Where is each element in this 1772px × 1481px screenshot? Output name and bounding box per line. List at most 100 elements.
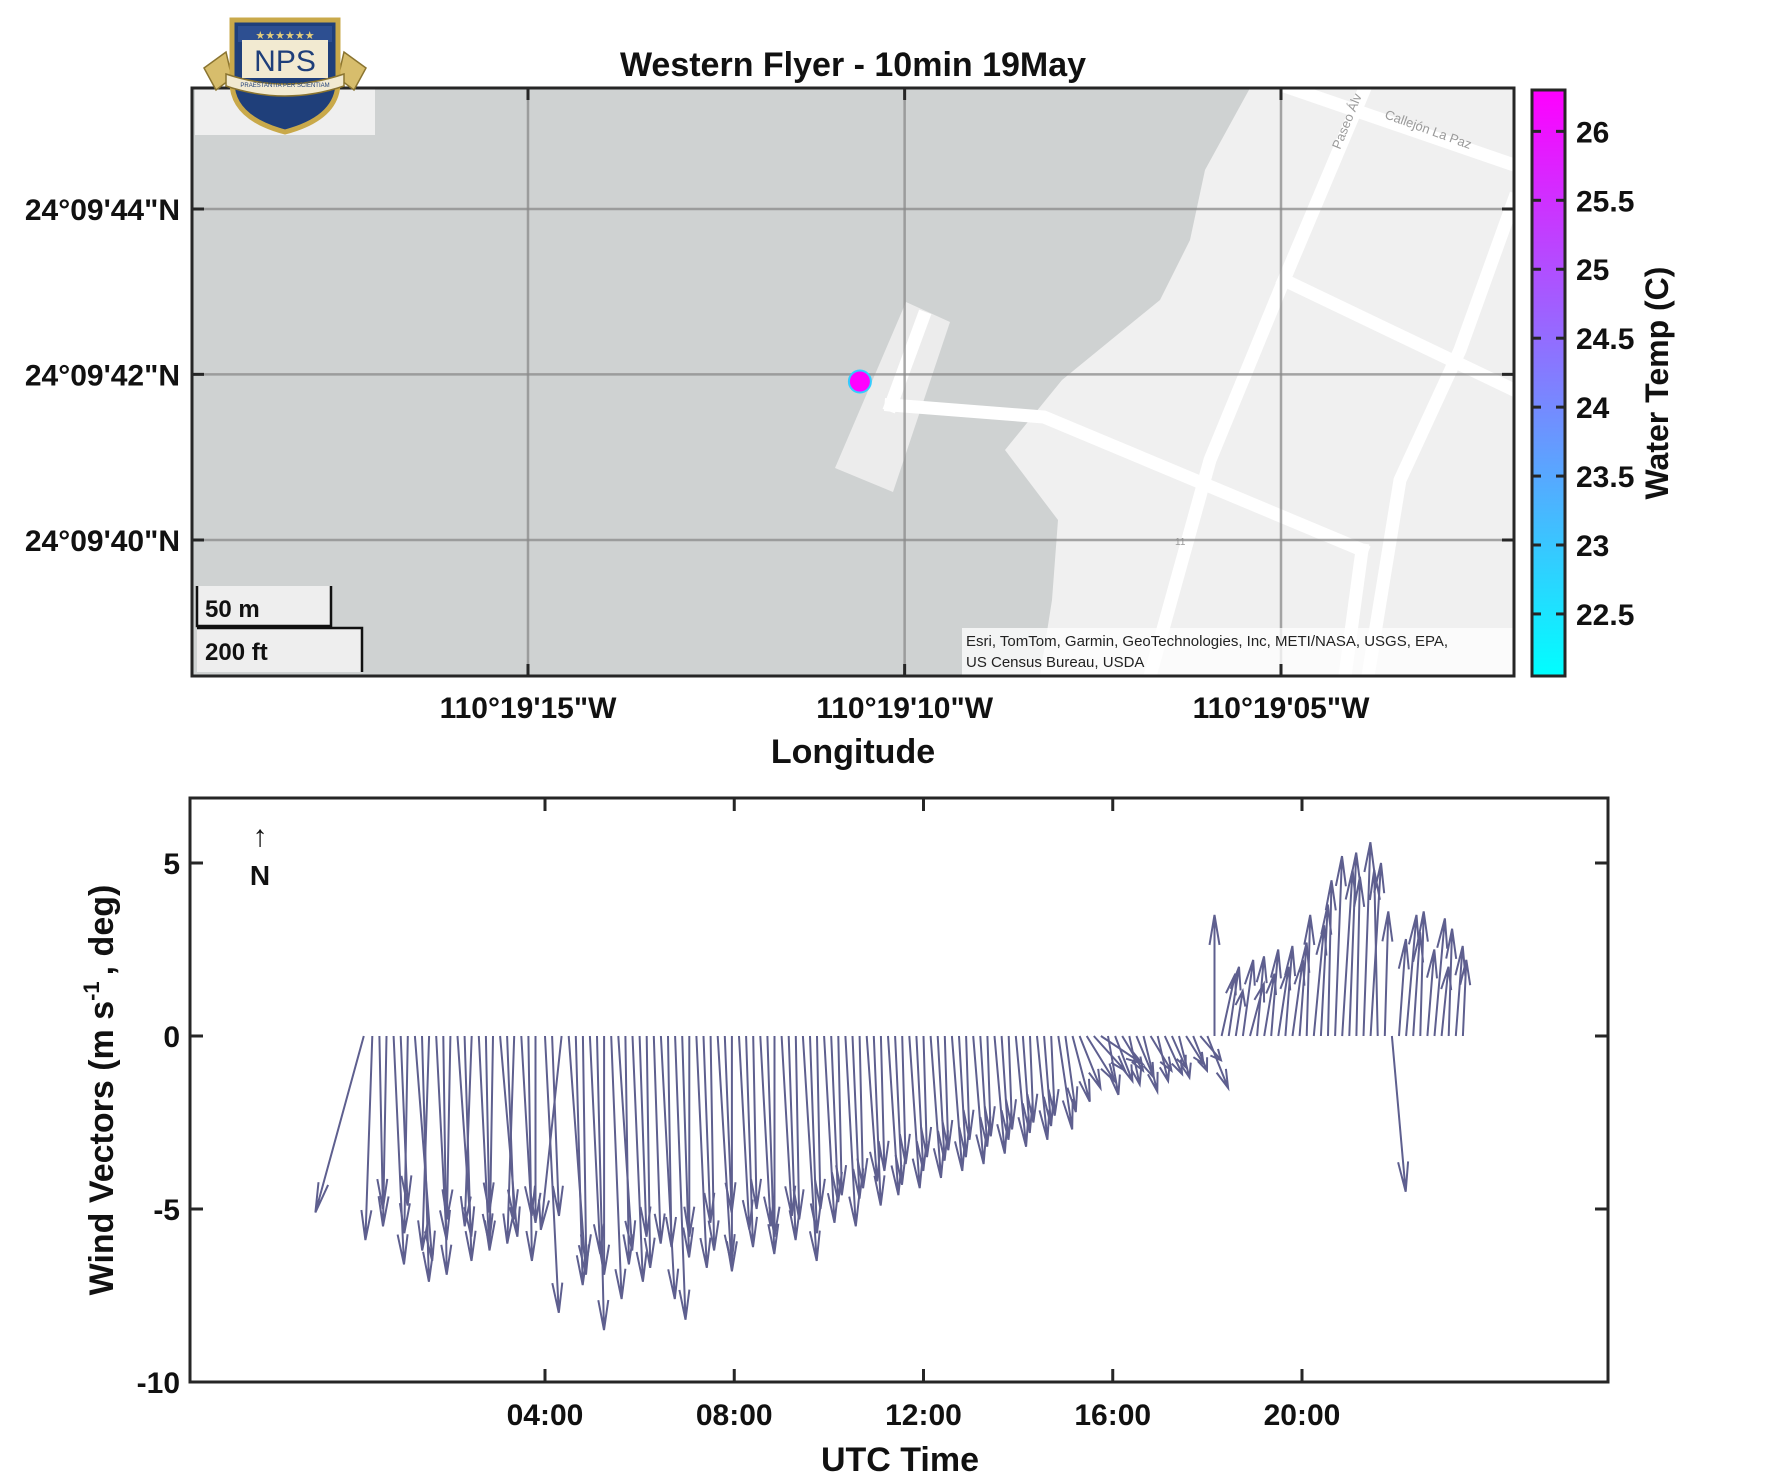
longitude-tick-labels: 110°19'15"W 110°19'10"W 110°19'05"W bbox=[440, 692, 1370, 725]
y-axis-label-sup: -1 bbox=[79, 981, 104, 1001]
wind-vector bbox=[1284, 945, 1297, 1037]
wind-vector bbox=[941, 1035, 954, 1151]
y-tick-label: 5 bbox=[163, 848, 180, 881]
wind-vector bbox=[398, 1035, 411, 1234]
wind-vector bbox=[1255, 956, 1268, 1037]
wind-vector bbox=[1459, 959, 1472, 1037]
x-tick-label: 16:00 bbox=[1074, 1399, 1151, 1432]
wind-vector bbox=[823, 1035, 839, 1224]
logo-text-panel bbox=[242, 40, 328, 78]
x-axis-label: UTC Time bbox=[821, 1441, 979, 1476]
wind-vector bbox=[1128, 1035, 1143, 1088]
wind-vector bbox=[908, 1035, 924, 1189]
scale-bar-imperial bbox=[197, 628, 362, 672]
wind-vector bbox=[766, 1035, 780, 1255]
road-cross bbox=[1275, 271, 1514, 398]
wind-vector bbox=[1078, 1035, 1102, 1092]
map-ticks bbox=[192, 88, 1514, 676]
wind-vector bbox=[1362, 842, 1376, 1037]
wind-vector bbox=[1368, 869, 1381, 1037]
wind-vector bbox=[750, 1035, 762, 1210]
scale-bar: 50 m 200 ft bbox=[195, 586, 364, 672]
wind-vector bbox=[787, 1035, 801, 1241]
quiver-tick-labels: 04:00 08:00 12:00 16:00 20:00 5 0 -5 -10 bbox=[137, 848, 1341, 1432]
latitude-tick-labels: 24°09'44"N 24°09'42"N 24°09'40"N bbox=[25, 194, 180, 558]
y-axis-label-main: Wind Vectors (m s bbox=[83, 1001, 121, 1295]
x-tick-label: 08:00 bbox=[696, 1399, 773, 1432]
wind-vector bbox=[525, 1035, 538, 1262]
wind-vector bbox=[665, 1035, 677, 1248]
wind-vector bbox=[1199, 1035, 1223, 1062]
y-tick-label: -10 bbox=[137, 1367, 180, 1400]
wind-vector bbox=[399, 1035, 413, 1206]
wind-vector bbox=[1303, 914, 1316, 1037]
x-tick-label: 20:00 bbox=[1264, 1399, 1341, 1432]
wind-vector bbox=[360, 1035, 374, 1241]
wind-vector bbox=[877, 1035, 890, 1172]
wind-vector bbox=[809, 1035, 822, 1234]
roads bbox=[882, 88, 1514, 676]
wind-vector bbox=[1433, 918, 1449, 1037]
x-tick-label: 12:00 bbox=[885, 1399, 962, 1432]
wind-vector bbox=[598, 1036, 611, 1275]
wind-vector bbox=[538, 1035, 563, 1231]
wind-vector bbox=[1064, 1035, 1079, 1113]
logo-motto: PRAESTANTIA PER SCIENTIAM bbox=[240, 83, 329, 89]
wind-vector bbox=[652, 1035, 666, 1244]
wind-vector bbox=[1208, 914, 1221, 1036]
wind-vector bbox=[1445, 928, 1458, 1037]
wind-vector bbox=[1426, 949, 1438, 1037]
wind-vector bbox=[681, 1035, 695, 1258]
scale-bar-metric bbox=[197, 586, 331, 628]
wind-vector bbox=[314, 1035, 365, 1213]
attribution-box bbox=[962, 628, 1514, 676]
house-number: 11 bbox=[1175, 537, 1186, 548]
road-east bbox=[1361, 191, 1514, 676]
wind-vector bbox=[1026, 1035, 1039, 1123]
wind-vector bbox=[610, 1035, 627, 1300]
wind-vector bbox=[813, 1035, 826, 1210]
y-tick-label: -5 bbox=[153, 1194, 180, 1227]
wind-vector bbox=[1269, 949, 1282, 1037]
colorbar-tick-label: 22.5 bbox=[1576, 599, 1634, 632]
map-title: Western Flyer - 10min 19May bbox=[620, 46, 1086, 84]
wind-vector bbox=[972, 1035, 988, 1165]
wind-vector bbox=[1107, 1035, 1121, 1096]
colorbar-label: Water Temp (C) bbox=[1639, 267, 1675, 500]
attribution-line2: US Census Bureau, USDA bbox=[966, 654, 1144, 671]
wind-vector bbox=[1047, 1035, 1060, 1116]
wind-vector bbox=[417, 1035, 431, 1251]
wind-vector bbox=[674, 1035, 691, 1320]
wind-vector bbox=[835, 1035, 848, 1196]
wind-vector bbox=[1005, 1035, 1017, 1130]
y-tick-label: 0 bbox=[163, 1021, 180, 1054]
wind-vector bbox=[544, 1035, 564, 1314]
wind-vector bbox=[725, 1036, 738, 1272]
wind-vector bbox=[1416, 911, 1429, 1037]
wind-vector bbox=[484, 1035, 496, 1251]
colorbar-tick-label: 24.5 bbox=[1576, 323, 1634, 356]
colorbar-tick-label: 23.5 bbox=[1576, 461, 1634, 494]
wind-vector bbox=[929, 1035, 945, 1179]
wind-vector bbox=[707, 1035, 720, 1251]
wind-vector bbox=[596, 1035, 610, 1331]
wind-vector bbox=[920, 1035, 933, 1158]
basemap: Paseo Álv Callejón La Paz 11 Esri, TomTo… bbox=[192, 88, 1514, 676]
lon-tick-label: 110°19'05"W bbox=[1193, 692, 1370, 725]
lat-tick-label: 24°09'44"N bbox=[25, 194, 180, 227]
lat-tick-label: 24°09'40"N bbox=[25, 525, 180, 558]
wind-vector bbox=[768, 1036, 781, 1237]
wind-vector bbox=[392, 1035, 409, 1265]
road-callejon bbox=[1281, 88, 1514, 172]
pier-walkway bbox=[882, 309, 932, 414]
wind-vector bbox=[1071, 1035, 1091, 1103]
wind-vector bbox=[622, 1035, 635, 1265]
wind-vector bbox=[1381, 911, 1394, 1037]
wind-vector bbox=[631, 1035, 648, 1282]
y-axis-label: Wind Vectors (m s-1 , deg) bbox=[79, 885, 121, 1296]
wind-vector bbox=[551, 1035, 564, 1217]
colorbar-tick-label: 23 bbox=[1576, 530, 1609, 563]
wind-vector bbox=[1390, 1035, 1410, 1192]
